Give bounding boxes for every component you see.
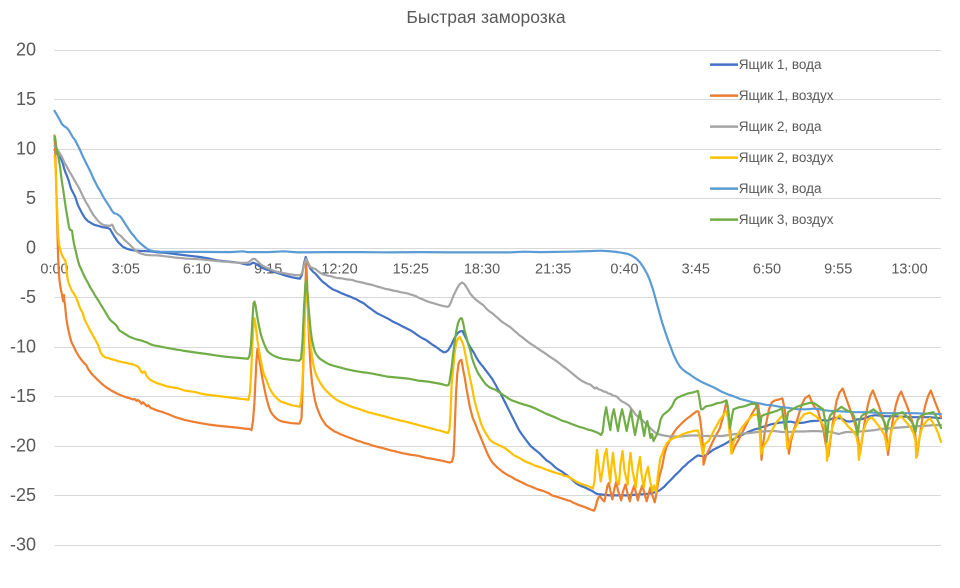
svg-text:Быстрая заморозка: Быстрая заморозка — [406, 7, 565, 27]
svg-text:Ящик 3, воздух: Ящик 3, воздух — [739, 212, 834, 227]
svg-text:12:20: 12:20 — [321, 262, 357, 278]
svg-text:Ящик 3, вода: Ящик 3, вода — [739, 181, 822, 196]
svg-text:9:55: 9:55 — [824, 262, 852, 278]
svg-text:Ящик 2, вода: Ящик 2, вода — [739, 119, 822, 134]
svg-text:-15: -15 — [10, 386, 36, 406]
svg-text:10: 10 — [16, 139, 36, 159]
svg-text:-10: -10 — [10, 337, 36, 357]
svg-text:0: 0 — [26, 238, 36, 258]
svg-text:5: 5 — [26, 188, 36, 208]
svg-text:Ящик 1, воздух: Ящик 1, воздух — [739, 88, 834, 103]
svg-text:15:25: 15:25 — [393, 262, 429, 278]
svg-text:0:40: 0:40 — [610, 262, 638, 278]
svg-text:0:00: 0:00 — [40, 262, 68, 278]
svg-text:13:00: 13:00 — [891, 262, 927, 278]
svg-text:Ящик 1, вода: Ящик 1, вода — [739, 57, 822, 72]
svg-text:-30: -30 — [10, 535, 36, 555]
svg-text:21:35: 21:35 — [535, 262, 571, 278]
svg-text:3:05: 3:05 — [112, 262, 140, 278]
svg-text:Ящик 2, воздух: Ящик 2, воздух — [739, 150, 834, 165]
svg-text:3:45: 3:45 — [682, 262, 710, 278]
svg-text:6:10: 6:10 — [183, 262, 211, 278]
svg-text:15: 15 — [16, 89, 36, 109]
svg-text:18:30: 18:30 — [464, 262, 500, 278]
svg-text:6:50: 6:50 — [753, 262, 781, 278]
svg-text:20: 20 — [16, 40, 36, 60]
svg-text:-25: -25 — [10, 485, 36, 505]
svg-text:-5: -5 — [20, 287, 36, 307]
svg-text:-20: -20 — [10, 436, 36, 456]
